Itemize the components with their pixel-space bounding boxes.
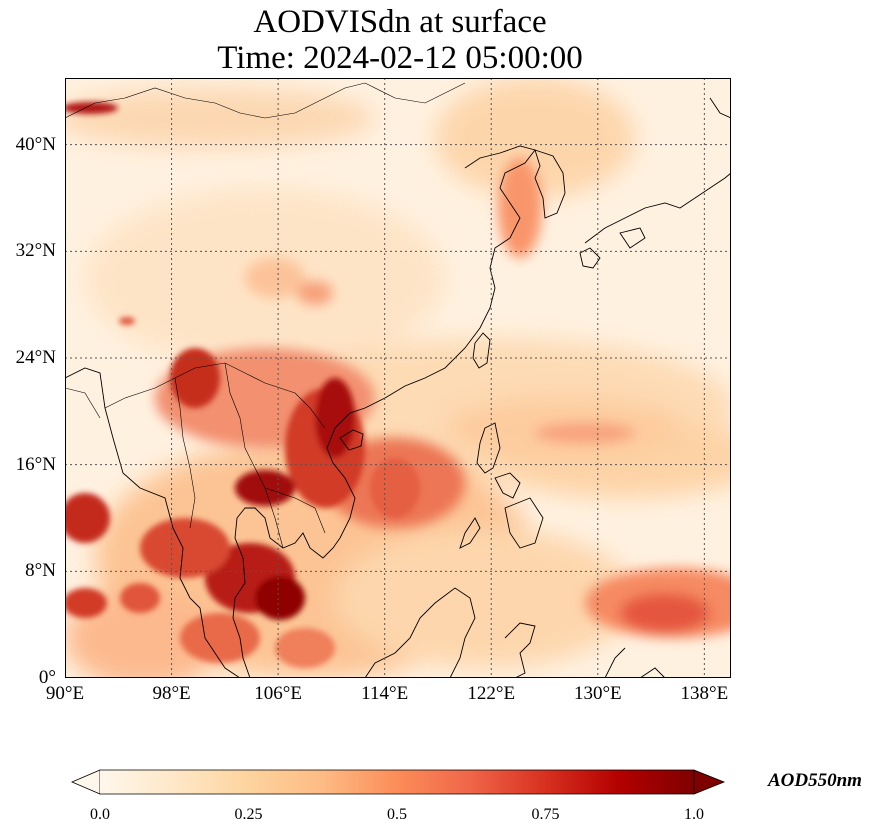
colorbar-tick-3: 0.75: [531, 806, 560, 823]
colorbar-tick-4: 1.0: [684, 806, 704, 823]
aod-field: [65, 78, 731, 678]
lon-tick-1: 98°E: [152, 683, 191, 704]
colorbar-tick-0: 0.0: [90, 806, 110, 823]
lon-tick-3: 114°E: [361, 683, 409, 704]
colorbar-tick-2: 0.5: [387, 806, 407, 823]
colorbar-tick-1: 0.25: [234, 806, 263, 823]
lat-tick-5: 40°N: [15, 133, 56, 155]
lat-tick-2: 16°N: [15, 453, 56, 475]
map-time-subtitle: Time: 2024-02-12 05:00:00: [217, 40, 583, 76]
lon-tick-5: 130°E: [573, 683, 622, 704]
lon-tick-0: 90°E: [45, 683, 85, 704]
colorbar-label: AOD550nm: [768, 770, 862, 791]
lon-tick-6: 138°E: [680, 683, 729, 704]
gridlines: [65, 78, 731, 678]
lat-tick-3: 24°N: [15, 347, 56, 368]
colorbar-extend-low: [70, 769, 101, 795]
lat-tick-4: 32°N: [15, 240, 56, 262]
coastlines: [65, 97, 731, 678]
lat-tick-0: 0°: [38, 667, 56, 688]
map-title: AODVISdn at surface: [253, 4, 547, 40]
colorbar-extend-high: [693, 769, 726, 795]
map-frame: [65, 78, 731, 678]
lon-tick-4: 122°E: [467, 683, 516, 704]
map-panel: [65, 78, 731, 678]
colorbar: [70, 769, 726, 795]
lon-tick-2: 106°E: [254, 683, 302, 704]
map-canvas: [65, 78, 731, 678]
colorbar-gradient: [100, 770, 694, 794]
lat-tick-1: 8°N: [25, 560, 56, 582]
